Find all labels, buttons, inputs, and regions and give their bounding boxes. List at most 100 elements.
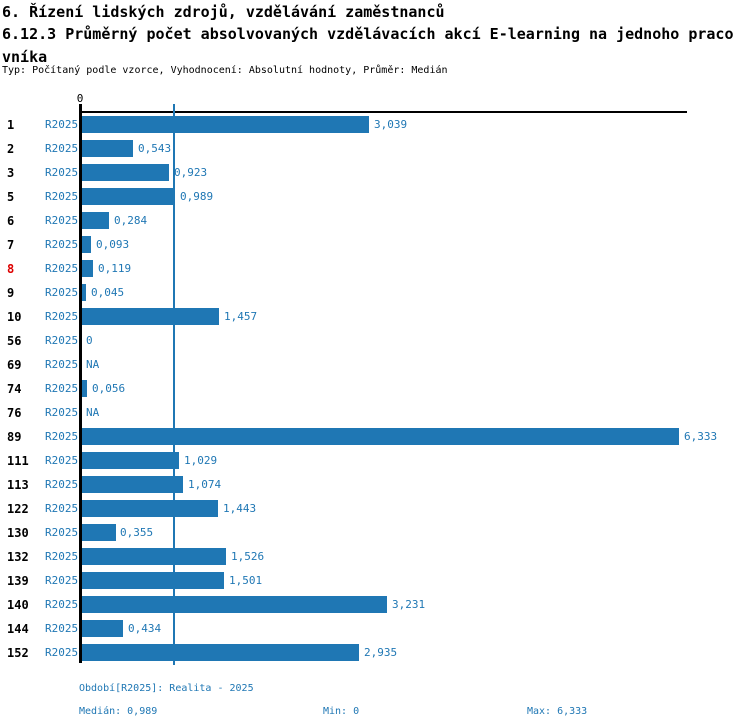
row-period-label: R2025: [45, 190, 79, 203]
value-label: 1,443: [223, 502, 257, 515]
chart-row: 89 R2025 6,333: [0, 425, 750, 449]
x-axis-line: [79, 111, 687, 113]
value-bar: [82, 524, 116, 541]
value-label: NA: [86, 358, 100, 371]
value-label: 1,501: [229, 574, 263, 587]
value-bar: [82, 452, 179, 469]
value-bar: [82, 428, 680, 445]
value-label: 0,923: [174, 166, 208, 179]
value-label: 0,045: [91, 286, 125, 299]
indicator-title: 6.12.3 Průměrný počet absolvovaných vzdě…: [2, 25, 734, 66]
row-period-label: R2025: [45, 334, 79, 347]
row-period-label: R2025: [45, 622, 79, 635]
row-period-label: R2025: [45, 382, 79, 395]
row-id-label: 10: [7, 310, 22, 324]
chart-row: 144 R2025 0,434: [0, 617, 750, 641]
row-period-label: R2025: [45, 454, 79, 467]
value-bar: [82, 236, 91, 253]
row-id-label: 1: [7, 118, 15, 132]
value-bar: [82, 260, 94, 277]
value-bar: [82, 548, 226, 565]
value-label: 1,526: [231, 550, 265, 563]
row-id-label: 3: [7, 166, 15, 180]
row-period-label: R2025: [45, 238, 79, 251]
value-label: 1,029: [184, 454, 218, 467]
value-bar: [82, 212, 109, 229]
value-label: 0,355: [120, 526, 154, 539]
bar-chart: 0 1 R2025 3,039 2 R2025 0,543 3 R2025 0,923 5 R202…: [0, 90, 750, 670]
chart-row: 113 R2025 1,074: [0, 473, 750, 497]
value-label: 1,457: [224, 310, 258, 323]
value-label: 0,056: [92, 382, 126, 395]
value-label: 0,284: [114, 214, 148, 227]
chart-row: 1 R2025 3,039: [0, 113, 750, 137]
min-stat: Min: 0: [323, 706, 360, 717]
row-period-label: R2025: [45, 214, 79, 227]
value-label: 3,039: [374, 118, 408, 131]
row-id-label: 111: [7, 454, 29, 468]
row-id-label: 74: [7, 382, 22, 396]
period-info: Období[R2025]: Realita - 2025: [79, 683, 254, 694]
chart-row: 111 R2025 1,029: [0, 449, 750, 473]
value-label: 0,989: [180, 190, 214, 203]
row-id-label: 7: [7, 238, 15, 252]
value-label: NA: [86, 406, 100, 419]
axis-zero-label: 0: [76, 92, 84, 105]
row-id-label: 9: [7, 286, 15, 300]
row-id-label: 5: [7, 190, 15, 204]
row-period-label: R2025: [45, 286, 79, 299]
value-bar: [82, 476, 184, 493]
chart-row: 9 R2025 0,045: [0, 281, 750, 305]
row-id-label: 76: [7, 406, 22, 420]
row-period-label: R2025: [45, 526, 79, 539]
row-id-label: 139: [7, 574, 29, 588]
report-section-title: 6. Řízení lidských zdrojů, vzdělávání za…: [2, 3, 445, 21]
chart-row: 76 R2025 NA: [0, 401, 750, 425]
value-label: 2,935: [364, 646, 398, 659]
chart-row: 7 R2025 0,093: [0, 233, 750, 257]
value-bar: [82, 644, 359, 661]
row-period-label: R2025: [45, 262, 79, 275]
chart-row: 132 R2025 1,526: [0, 545, 750, 569]
value-bar: [82, 116, 369, 133]
chart-row: 6 R2025 0,284: [0, 209, 750, 233]
chart-row: 140 R2025 3,231: [0, 593, 750, 617]
row-id-label: 130: [7, 526, 29, 540]
value-label: 0,119: [98, 262, 132, 275]
chart-row: 130 R2025 0,355: [0, 521, 750, 545]
chart-row: 8 R2025 0,119: [0, 257, 750, 281]
value-label: 0,434: [128, 622, 162, 635]
row-id-label: 2: [7, 142, 15, 156]
chart-row: 122 R2025 1,443: [0, 497, 750, 521]
row-id-label: 122: [7, 502, 29, 516]
row-id-label-highlighted: 8: [7, 262, 15, 276]
value-bar: [82, 164, 169, 181]
value-label: 6,333: [684, 430, 718, 443]
chart-row: 5 R2025 0,989: [0, 185, 750, 209]
chart-row: 10 R2025 1,457: [0, 305, 750, 329]
row-period-label: R2025: [45, 550, 79, 563]
value-bar: [82, 140, 134, 157]
y-axis-line: [79, 104, 82, 663]
value-label: 3,231: [392, 598, 426, 611]
value-bar: [82, 500, 219, 517]
row-period-label: R2025: [45, 118, 79, 131]
row-period-label: R2025: [45, 142, 79, 155]
chart-row: 139 R2025 1,501: [0, 569, 750, 593]
value-bar: [82, 308, 220, 325]
value-label: 1,074: [188, 478, 222, 491]
indicator-meta: Typ: Počítaný podle vzorce, Vyhodnocení:…: [2, 65, 448, 76]
row-period-label: R2025: [45, 598, 79, 611]
row-id-label: 152: [7, 646, 29, 660]
row-period-label: R2025: [45, 502, 79, 515]
chart-row: 56 R2025 0: [0, 329, 750, 353]
row-id-label: 132: [7, 550, 29, 564]
value-bar: [82, 620, 123, 637]
row-period-label: R2025: [45, 646, 79, 659]
chart-row: 3 R2025 0,923: [0, 161, 750, 185]
row-id-label: 144: [7, 622, 29, 636]
median-stat: Medián: 0,989: [79, 706, 158, 717]
max-stat: Max: 6,333: [527, 706, 588, 717]
chart-row: 69 R2025 NA: [0, 353, 750, 377]
